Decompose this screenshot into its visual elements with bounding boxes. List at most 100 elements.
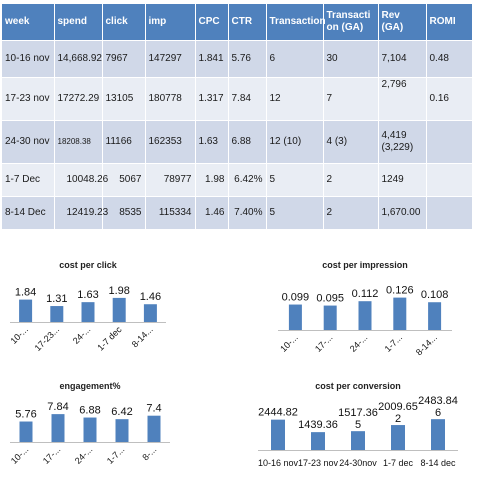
bar	[83, 417, 97, 442]
cell-rev-ga: 4,419 (3,229)	[378, 120, 427, 164]
data-label: 1.84	[15, 287, 36, 299]
data-label: 1.63	[77, 289, 98, 301]
data-label: 0.126	[386, 285, 414, 297]
header-transaction-ga: Transacti on (GA)	[323, 4, 379, 41]
bar	[351, 431, 365, 450]
cell-ctr: 6.88	[228, 120, 267, 164]
cell-rev-ga: 1249	[378, 163, 427, 197]
cell-transaction: 12 (10)	[266, 120, 324, 164]
cell-click: 13105	[102, 77, 146, 121]
cell-click: 11166	[102, 120, 146, 164]
cell-romi	[426, 163, 473, 197]
data-label: 1.31	[46, 293, 67, 305]
data-label: 2483.84 6	[418, 395, 458, 419]
tick-label: 10-...	[8, 324, 30, 346]
data-label: 6.88	[79, 405, 100, 417]
cell-imp: 115334	[145, 196, 196, 229]
bar	[271, 419, 285, 450]
chart-title: cost per click	[59, 260, 118, 270]
tick-label: 8-14...	[130, 324, 155, 349]
data-label: 1.98	[108, 285, 129, 297]
tick-label: 1-7 dec	[95, 324, 124, 353]
header-ctr: CTR	[228, 4, 267, 41]
cell-week: 1-7 Dec	[2, 163, 55, 197]
data-label: 0.108	[421, 289, 449, 301]
cost-per-conversion-chart: cost per conversion 2444.82 10-16 nov 1439.…	[258, 381, 458, 468]
tick-label: 10-...	[9, 444, 31, 466]
tick-label: 24-30nov	[339, 458, 377, 468]
tick-label: 10-16 nov	[258, 458, 299, 468]
cell-spend: 18208.38	[54, 120, 103, 164]
cell-transaction: 5	[266, 196, 324, 229]
bar	[431, 419, 445, 450]
kpi-table: week spend click imp CPC CTR Transaction…	[2, 4, 473, 229]
table-row: 10-16 nov 14,668.92 7967 147297 1.841 5.…	[2, 40, 473, 78]
data-label: 5.76	[15, 409, 36, 421]
cell-week: 10-16 nov	[2, 40, 55, 78]
bar	[428, 302, 442, 330]
tick-label: 8-14 dec	[420, 458, 456, 468]
header-romi: ROMI	[426, 4, 473, 41]
cell-transaction-ga: 4 (3)	[323, 120, 379, 164]
tick-label: 17-23 nov	[298, 458, 339, 468]
cell-click: 8535	[102, 196, 146, 229]
cell-transaction: 12	[266, 77, 324, 121]
header-transaction: Transaction	[266, 4, 326, 41]
cell-week: 8-14 Dec	[2, 196, 55, 229]
tick-label: 24-...	[71, 324, 93, 346]
chart-title: engagement%	[59, 381, 120, 391]
tick-label: 24-...	[348, 332, 370, 354]
bar	[19, 421, 33, 442]
data-label: 1.46	[140, 291, 161, 303]
bar	[323, 305, 337, 330]
bar	[358, 301, 372, 330]
cell-rev-ga: 7,104	[378, 40, 427, 78]
cell-transaction-ga: 2	[323, 163, 379, 197]
cell-spend: 10048.26	[54, 163, 108, 197]
engagement-chart: engagement% 5.76 10-... 7.84 17-... 6.88 24-..…	[9, 381, 170, 466]
cell-cpc: 1.98	[195, 163, 229, 197]
data-label: 0.099	[282, 292, 310, 304]
cell-ctr: 7.40%	[228, 196, 267, 229]
data-label: 1517.36 5	[338, 407, 378, 431]
bar	[288, 304, 302, 330]
tick-label: 24-...	[73, 444, 95, 466]
header-week: week	[2, 4, 55, 41]
cell-imp: 180778	[145, 77, 196, 121]
cell-cpc: 1.46	[195, 196, 229, 229]
bar	[50, 306, 64, 322]
header-spend: spend	[54, 4, 103, 41]
table-row: 8-14 Dec 12419.23 8535 115334 1.46 7.40%…	[2, 196, 473, 229]
header-click: click	[102, 4, 146, 41]
cell-spend: 17272.29	[54, 77, 103, 121]
bar	[19, 299, 33, 322]
cell-ctr: 6.42%	[228, 163, 267, 197]
bar	[311, 432, 325, 450]
bar	[51, 414, 65, 442]
cell-week: 24-30 nov	[2, 120, 55, 164]
cell-spend: 12419.23	[54, 196, 108, 229]
cell-romi: 0.16	[426, 77, 473, 121]
bar	[81, 302, 95, 322]
cell-ctr: 7.84	[228, 77, 267, 121]
tick-label: 1-7...	[105, 444, 127, 466]
bar	[112, 297, 126, 322]
bar	[143, 304, 157, 322]
data-label: 0.095	[316, 293, 344, 305]
bar	[391, 425, 405, 450]
cell-rev-ga: 2,796	[378, 77, 427, 121]
cell-imp: 78977	[145, 163, 196, 197]
tick-label: 17-...	[41, 444, 63, 466]
data-label: 0.112	[352, 288, 379, 300]
bar	[147, 415, 161, 442]
cost-per-impression-chart: cost per impression 0.099 10-... 0.095 17-..…	[278, 260, 452, 357]
header-rev-ga: Rev (GA)	[378, 4, 427, 41]
data-label: 7.84	[47, 401, 68, 413]
cell-romi	[426, 196, 473, 229]
cell-imp: 147297	[145, 40, 196, 78]
table-row: 1-7 Dec 10048.26 5067 78977 1.98 6.42% 5…	[2, 163, 473, 197]
cell-week: 17-23 nov	[2, 77, 55, 121]
chart-title: cost per impression	[322, 260, 408, 270]
cell-click: 5067	[102, 163, 146, 197]
table-row: 24-30 nov 18208.38 11166 162353 1.63 6.8…	[2, 120, 473, 164]
